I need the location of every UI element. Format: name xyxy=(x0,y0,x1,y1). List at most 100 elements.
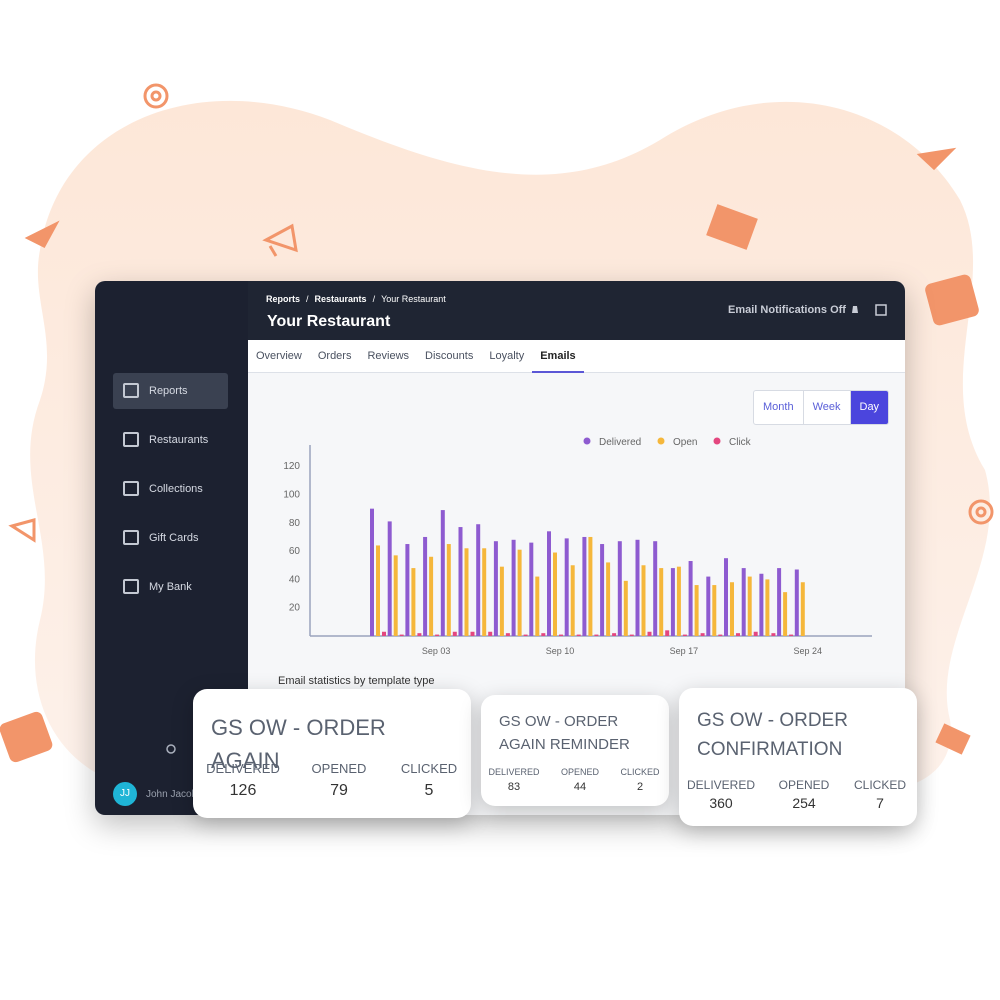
bar xyxy=(670,568,675,636)
metric-label: OPENED xyxy=(560,767,599,777)
template-title: GS OW - ORDER AGAIN REMINDER xyxy=(499,713,630,753)
metric-label: DELIVERED xyxy=(686,778,756,792)
range-button[interactable]: Day xyxy=(849,391,889,424)
tab[interactable]: Overview xyxy=(256,350,302,362)
bar xyxy=(559,634,563,636)
bar xyxy=(511,539,516,636)
tab[interactable]: Emails xyxy=(532,340,584,373)
bar xyxy=(612,633,617,636)
breadcrumb-separator: / xyxy=(372,294,376,304)
sidebar-icon xyxy=(123,383,139,398)
legend-label[interactable]: Click xyxy=(729,437,752,448)
sidebar-label: Reports xyxy=(149,385,188,397)
bar xyxy=(741,568,746,636)
bar xyxy=(588,536,593,636)
sidebar-label: Restaurants xyxy=(149,434,209,446)
bar xyxy=(493,541,498,636)
breadcrumb-item[interactable]: Your Restaurant xyxy=(381,294,446,304)
decor-icons xyxy=(0,83,994,763)
x-tick-label: Sep 24 xyxy=(794,646,823,656)
sidebar-icon xyxy=(123,481,139,496)
bar xyxy=(759,573,764,636)
bar xyxy=(641,565,646,636)
bar xyxy=(623,580,628,636)
bar xyxy=(382,631,386,636)
breadcrumb-item[interactable]: Restaurants xyxy=(314,294,367,304)
bar xyxy=(387,521,392,636)
tab[interactable]: Reviews xyxy=(367,350,410,362)
sidebar-item[interactable]: Reports xyxy=(113,373,228,409)
bar xyxy=(499,566,504,636)
metric-value: 2 xyxy=(636,781,644,793)
metric-label: CLICKED xyxy=(853,778,906,792)
tab[interactable]: Loyalty xyxy=(489,350,525,362)
legend-label[interactable]: Delivered xyxy=(599,437,641,448)
bar xyxy=(718,634,723,636)
bar xyxy=(706,576,711,636)
y-tick-label: 80 xyxy=(289,518,301,529)
user-name: John Jacob xyxy=(146,789,198,800)
metric-value: 44 xyxy=(573,781,587,793)
range-toggle: Month Week Day xyxy=(753,390,890,425)
bar xyxy=(594,634,599,636)
notification-status[interactable]: Email Notifications Off xyxy=(728,304,846,316)
range-button[interactable]: Week xyxy=(802,391,850,424)
metric-label: CLICKED xyxy=(620,767,660,777)
bar xyxy=(694,585,699,636)
bar xyxy=(429,556,434,636)
bar xyxy=(659,568,664,636)
sidebar-item[interactable]: Collections xyxy=(113,471,228,507)
breadcrumb-separator: / xyxy=(306,294,309,304)
metric-value: 7 xyxy=(876,795,884,811)
bar xyxy=(712,585,717,636)
theme-icon[interactable] xyxy=(161,739,181,759)
bar xyxy=(653,541,658,636)
bar xyxy=(482,548,487,636)
bar xyxy=(517,549,522,636)
bar xyxy=(393,555,398,636)
sidebar-icon xyxy=(123,579,139,594)
metric-label: CLICKED xyxy=(400,761,458,776)
tab-bar: Overview Orders Reviews Discounts Loyalty Ema… xyxy=(248,340,905,373)
legend-label[interactable]: Open xyxy=(673,437,697,448)
sidebar-item[interactable]: Restaurants xyxy=(113,422,228,458)
bar xyxy=(553,552,557,636)
y-tick-label: 40 xyxy=(289,574,301,585)
tab[interactable]: Orders xyxy=(317,350,352,362)
template-card[interactable]: GS OW - ORDER CONFIRMATION DELIVERED 360 OP… xyxy=(679,688,917,826)
bar xyxy=(582,536,587,636)
page-title: Your Restaurant xyxy=(267,313,391,330)
bar xyxy=(529,542,534,636)
bar xyxy=(635,539,640,636)
metric-label: OPENED xyxy=(778,778,830,792)
tab[interactable]: Discounts xyxy=(425,350,474,362)
bar xyxy=(736,633,740,636)
template-card[interactable]: GS OW - ORDER AGAIN DELIVERED 126 OPENED 79 C… xyxy=(193,689,471,818)
sidebar-icon xyxy=(123,432,139,447)
range-button[interactable]: Month xyxy=(763,401,794,413)
bar xyxy=(771,633,776,636)
template-card[interactable]: GS OW - ORDER AGAIN REMINDER DELIVERED 83 O… xyxy=(481,695,669,806)
sidebar-item[interactable]: Gift Cards xyxy=(113,520,228,556)
breadcrumb-item[interactable]: Reports xyxy=(266,294,301,304)
header-icons[interactable] xyxy=(848,303,888,319)
bar xyxy=(541,633,546,636)
bar xyxy=(435,634,440,636)
avatar[interactable]: JJ xyxy=(113,782,137,806)
bar xyxy=(423,536,428,636)
y-tick-label: 20 xyxy=(289,603,301,614)
metric-label: DELIVERED xyxy=(488,767,540,777)
metric-value: 360 xyxy=(709,795,733,811)
bar xyxy=(564,538,569,636)
bar xyxy=(647,631,652,636)
bar xyxy=(476,524,481,636)
template-title: GS OW - ORDER CONFIRMATION xyxy=(697,710,848,760)
metric-value: 126 xyxy=(229,782,257,799)
sidebar-label: Gift Cards xyxy=(149,532,199,544)
legend-marker xyxy=(713,437,721,445)
sidebar-item[interactable]: My Bank xyxy=(113,569,228,605)
bar xyxy=(777,568,782,636)
bar xyxy=(570,565,575,636)
bar xyxy=(789,634,794,636)
